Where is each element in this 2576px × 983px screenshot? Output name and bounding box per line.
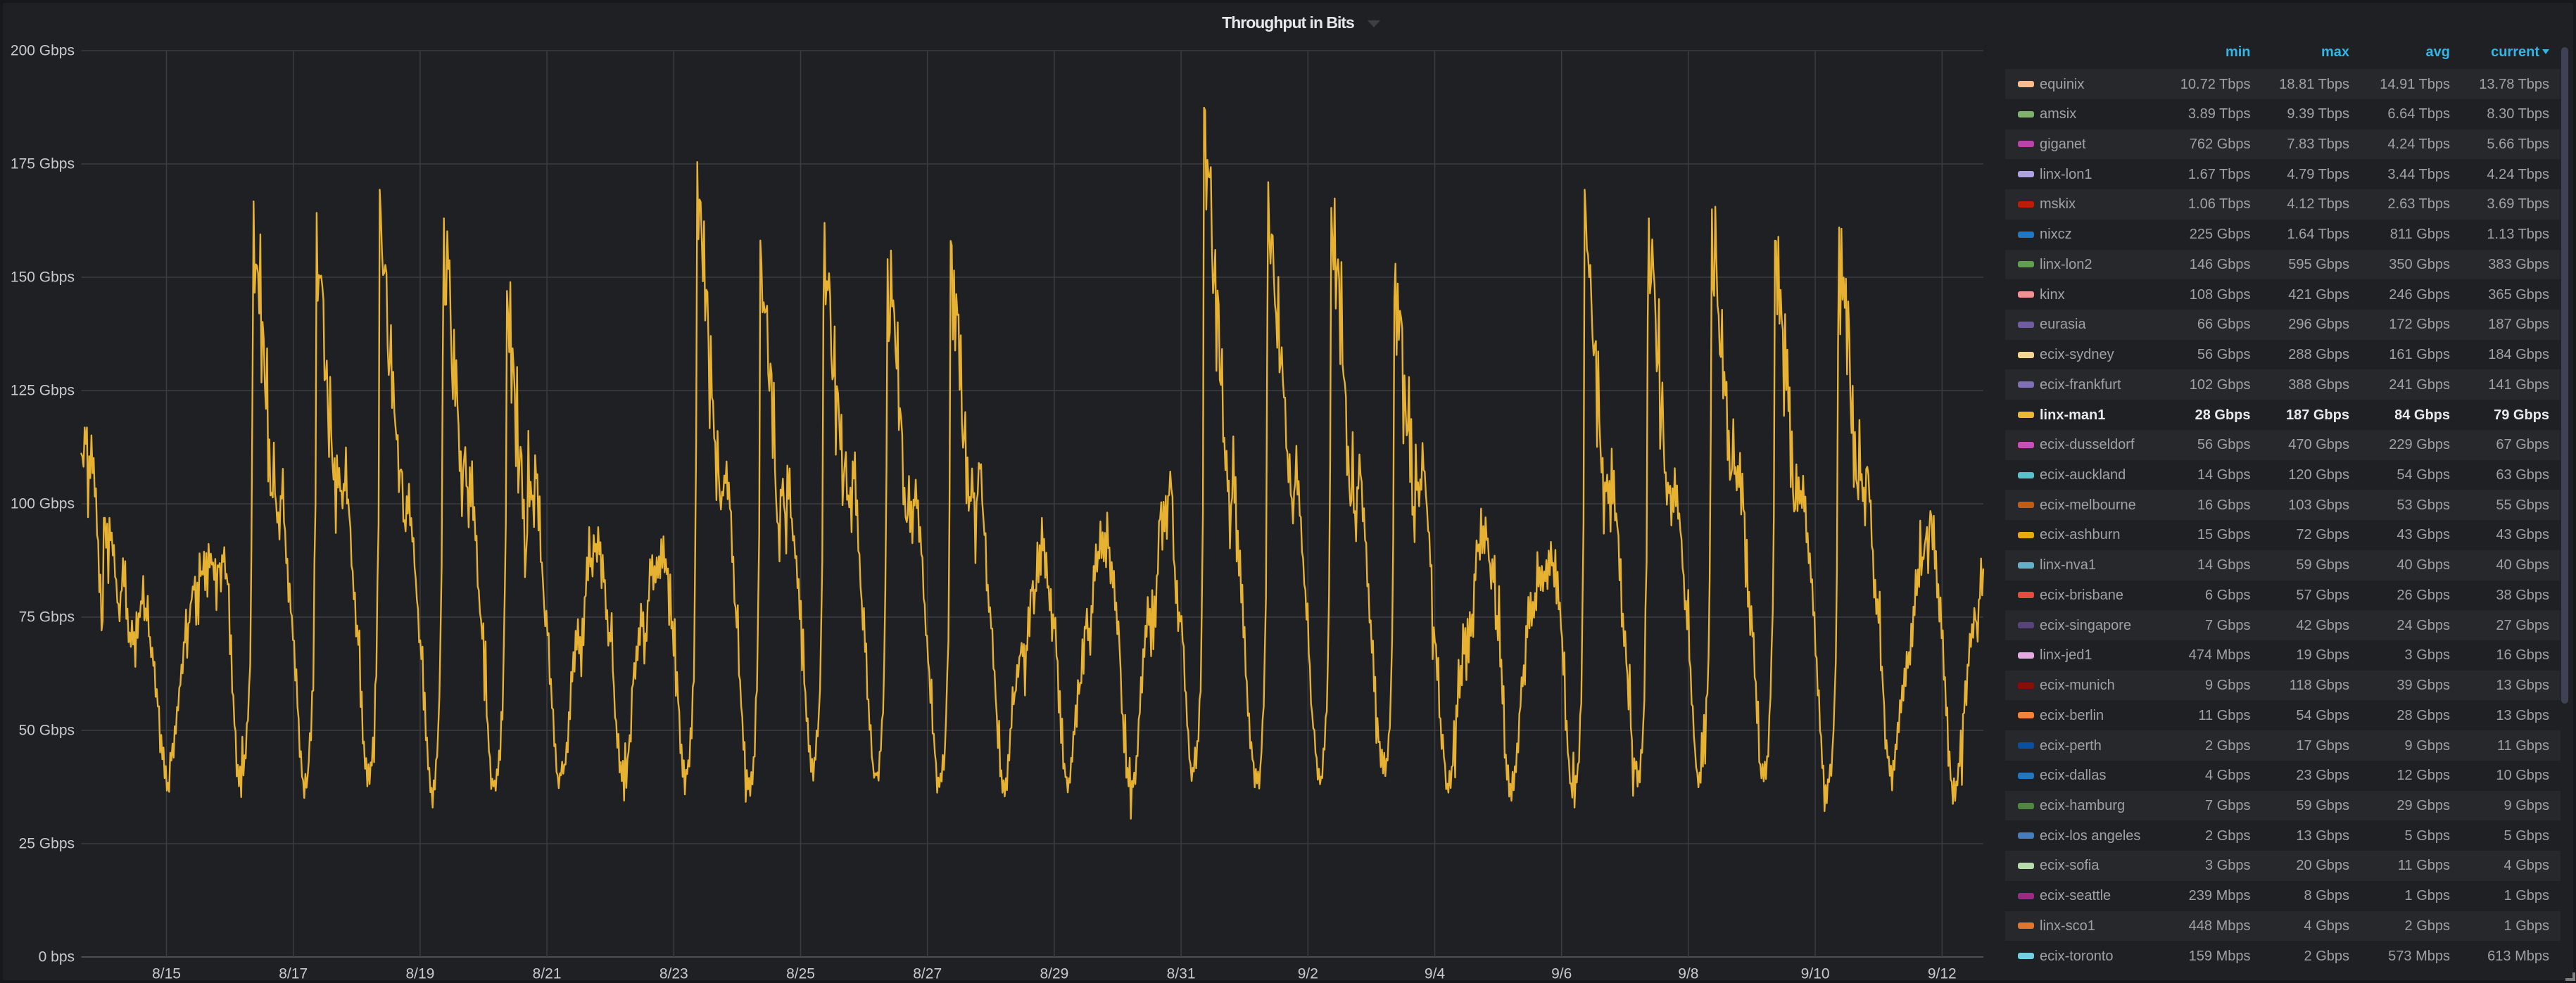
svg-text:200 Gbps: 200 Gbps	[11, 43, 75, 59]
svg-text:75 Gbps: 75 Gbps	[19, 609, 75, 626]
svg-text:125 Gbps: 125 Gbps	[11, 383, 75, 399]
svg-text:9/12: 9/12	[1928, 966, 1957, 982]
svg-text:8/31: 8/31	[1167, 966, 1196, 982]
svg-text:8/21: 8/21	[533, 966, 562, 982]
svg-text:9/10: 9/10	[1801, 966, 1830, 982]
svg-text:8/25: 8/25	[786, 966, 815, 982]
svg-text:150 Gbps: 150 Gbps	[11, 269, 75, 286]
svg-text:175 Gbps: 175 Gbps	[11, 156, 75, 172]
svg-text:50 Gbps: 50 Gbps	[19, 723, 75, 739]
svg-text:8/29: 8/29	[1040, 966, 1068, 982]
svg-text:0 bps: 0 bps	[39, 949, 75, 965]
svg-text:8/23: 8/23	[659, 966, 688, 982]
svg-text:8/17: 8/17	[279, 966, 308, 982]
svg-text:9/8: 9/8	[1678, 966, 1698, 982]
svg-text:8/15: 8/15	[152, 966, 181, 982]
svg-text:9/4: 9/4	[1425, 966, 1446, 982]
svg-text:9/6: 9/6	[1551, 966, 1572, 982]
svg-text:100 Gbps: 100 Gbps	[11, 496, 75, 512]
svg-text:8/19: 8/19	[405, 966, 434, 982]
svg-text:8/27: 8/27	[913, 966, 942, 982]
svg-text:25 Gbps: 25 Gbps	[19, 836, 75, 852]
svg-text:9/2: 9/2	[1298, 966, 1318, 982]
